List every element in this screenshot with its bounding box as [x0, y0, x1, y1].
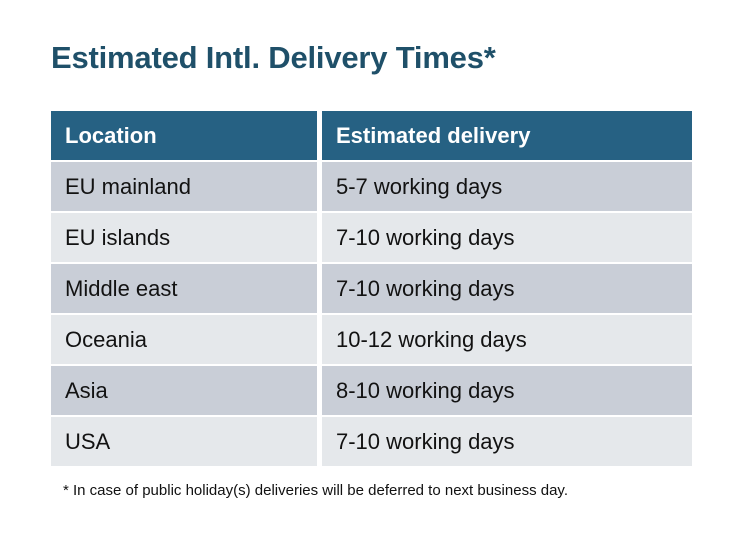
cell-location: USA: [51, 417, 317, 466]
cell-location: EU mainland: [51, 162, 317, 211]
table-header-row: Location Estimated delivery: [51, 111, 692, 160]
cell-delivery: 7-10 working days: [322, 213, 692, 262]
cell-delivery: 10-12 working days: [322, 315, 692, 364]
table-row: EU mainland 5-7 working days: [51, 162, 692, 211]
table-row: Oceania 10-12 working days: [51, 315, 692, 364]
page-title: Estimated Intl. Delivery Times*: [51, 40, 496, 75]
cell-location: Oceania: [51, 315, 317, 364]
cell-delivery: 7-10 working days: [322, 264, 692, 313]
cell-location: Middle east: [51, 264, 317, 313]
footnote-text: * In case of public holiday(s) deliverie…: [63, 482, 568, 499]
table-row: Middle east 7-10 working days: [51, 264, 692, 313]
column-header-location: Location: [51, 111, 317, 160]
table-row: EU islands 7-10 working days: [51, 213, 692, 262]
table-row: USA 7-10 working days: [51, 417, 692, 466]
cell-delivery: 7-10 working days: [322, 417, 692, 466]
delivery-times-table: Location Estimated delivery EU mainland …: [51, 111, 692, 466]
cell-location: Asia: [51, 366, 317, 415]
column-header-estimated-delivery: Estimated delivery: [322, 111, 692, 160]
table-row: Asia 8-10 working days: [51, 366, 692, 415]
cell-location: EU islands: [51, 213, 317, 262]
cell-delivery: 8-10 working days: [322, 366, 692, 415]
cell-delivery: 5-7 working days: [322, 162, 692, 211]
